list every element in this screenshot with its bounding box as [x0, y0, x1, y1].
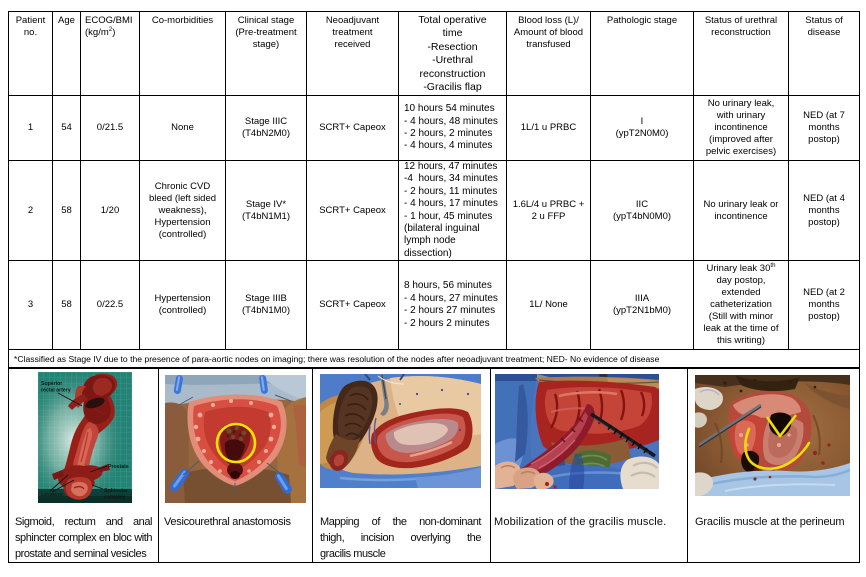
- svg-text:complex: complex: [104, 495, 125, 501]
- svg-text:Prostate: Prostate: [108, 464, 129, 470]
- svg-text:Sphincter: Sphincter: [104, 488, 128, 494]
- svg-text:Superior: Superior: [41, 381, 62, 387]
- svg-text:Levators: Levators: [41, 492, 63, 498]
- svg-text:rectal artery: rectal artery: [41, 388, 71, 394]
